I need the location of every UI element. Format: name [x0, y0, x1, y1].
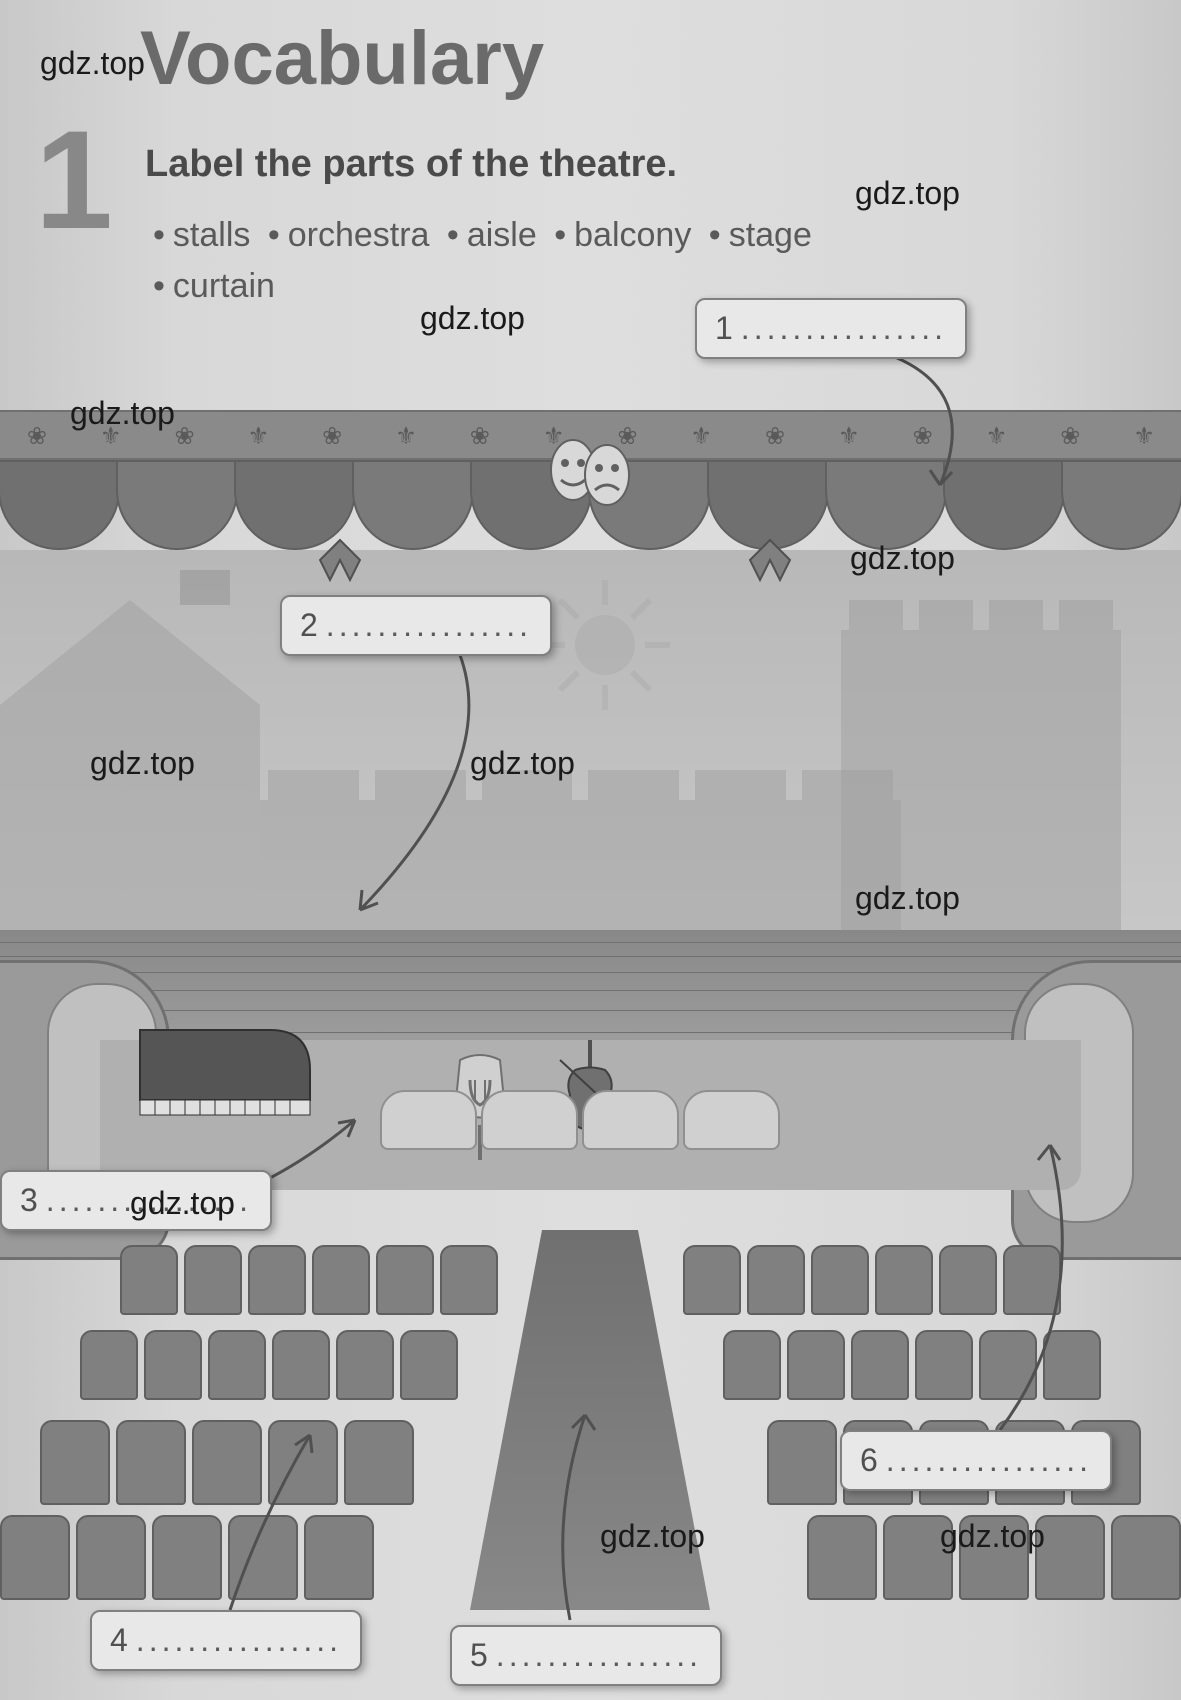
- label-blank[interactable]: ................: [136, 1622, 342, 1658]
- watermark: gdz.top: [90, 745, 195, 782]
- word-item: balcony: [574, 216, 691, 254]
- orchestra-chairs: [380, 1090, 780, 1150]
- exercise-instruction: Label the parts of the theatre.: [145, 143, 677, 186]
- label-box-1[interactable]: 1................: [695, 298, 967, 359]
- label-blank[interactable]: ................: [496, 1637, 702, 1673]
- sun-icon: [540, 580, 670, 710]
- label-number: 3: [20, 1182, 38, 1218]
- label-box-5[interactable]: 5................: [450, 1625, 722, 1686]
- theatre-masks-icon: [545, 435, 635, 515]
- word-item: stalls: [173, 216, 250, 254]
- word-item: orchestra: [288, 216, 430, 254]
- section-title: Vocabulary: [140, 15, 544, 102]
- word-item: stage: [729, 216, 812, 254]
- theatre-diagram: ❀⚜ ❀⚜ ❀⚜ ❀⚜ ❀⚜ ❀⚜ ❀⚜ ❀⚜: [0, 360, 1181, 1600]
- label-number: 1: [715, 310, 733, 346]
- watermark: gdz.top: [855, 175, 960, 212]
- watermark: gdz.top: [70, 395, 175, 432]
- watermark: gdz.top: [470, 745, 575, 782]
- watermark: gdz.top: [130, 1185, 235, 1222]
- watermark: gdz.top: [850, 540, 955, 577]
- watermark: gdz.top: [940, 1518, 1045, 1555]
- label-number: 6: [860, 1442, 878, 1478]
- label-box-4[interactable]: 4................: [90, 1610, 362, 1671]
- ribbon-icon: [310, 535, 370, 585]
- ribbon-icon: [740, 535, 800, 585]
- watermark: gdz.top: [40, 45, 145, 82]
- label-number: 5: [470, 1637, 488, 1673]
- piano-icon: [130, 1010, 330, 1140]
- watermark: gdz.top: [420, 300, 525, 337]
- watermark: gdz.top: [855, 880, 960, 917]
- label-number: 4: [110, 1622, 128, 1658]
- label-number: 2: [300, 607, 318, 643]
- watermark: gdz.top: [600, 1518, 705, 1555]
- exercise-number: 1: [35, 110, 113, 250]
- word-item: aisle: [467, 216, 537, 254]
- label-box-2[interactable]: 2................: [280, 595, 552, 656]
- word-bank: •stalls •orchestra •aisle •balcony •stag…: [145, 210, 812, 312]
- label-box-6[interactable]: 6................: [840, 1430, 1112, 1491]
- word-item: curtain: [173, 267, 275, 305]
- label-blank[interactable]: ................: [741, 310, 947, 346]
- label-blank[interactable]: ................: [886, 1442, 1092, 1478]
- label-blank[interactable]: ................: [326, 607, 532, 643]
